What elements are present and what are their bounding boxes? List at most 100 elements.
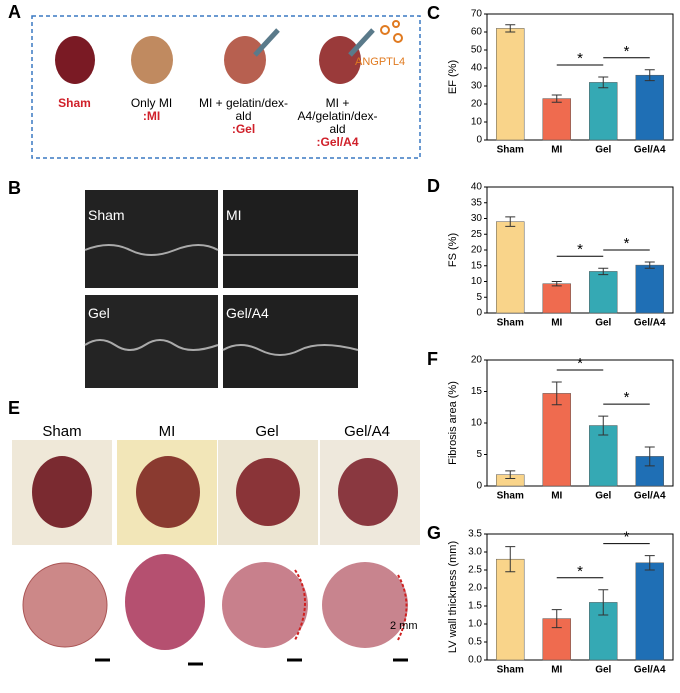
y-tick-label: 0	[476, 308, 482, 319]
bar	[635, 264, 664, 314]
error-bar	[505, 24, 516, 33]
group-name: Only MI	[130, 96, 173, 110]
syringe	[253, 28, 280, 57]
dot	[393, 33, 403, 43]
error-bar	[505, 216, 516, 227]
x-tick-label: Gel/A4	[634, 318, 666, 329]
heart	[131, 36, 173, 84]
x-tick-label: Gel	[595, 491, 611, 502]
plot-frame	[486, 533, 674, 661]
dot	[392, 20, 400, 28]
y-tick-label: 20	[471, 355, 483, 366]
group-abbr: :Gel/A4	[316, 135, 359, 149]
image-label: Gel/A4	[226, 305, 269, 321]
error-bar	[551, 609, 562, 629]
error-bar	[644, 261, 655, 269]
significance-label: *	[577, 241, 583, 258]
bar	[496, 28, 525, 141]
error-bar	[551, 281, 562, 287]
bar	[635, 74, 664, 141]
y-tick-label: 1.0	[468, 619, 482, 630]
bar	[542, 283, 571, 314]
image-area	[12, 15, 421, 666]
image-label: MI	[226, 207, 242, 223]
y-tick-label: 30	[471, 213, 483, 224]
drug-label: ANGPTL4	[355, 56, 406, 68]
column-label: Gel	[255, 423, 279, 440]
heart	[224, 36, 266, 84]
y-tick-label: 25	[471, 229, 483, 240]
x-tick-label: Sham	[497, 491, 524, 502]
x-tick-label: Gel/A4	[634, 491, 666, 502]
y-tick-label: 0	[476, 135, 482, 146]
bar	[542, 393, 571, 487]
x-tick-label: MI	[551, 145, 562, 156]
y-tick-label: 1.5	[468, 601, 482, 612]
y-tick-label: 30	[471, 81, 483, 92]
panel-a-box	[31, 15, 421, 159]
significance-label: *	[577, 50, 583, 67]
error-bar	[505, 470, 516, 479]
x-tick-label: Gel/A4	[634, 665, 666, 676]
x-tick-label: Gel	[595, 318, 611, 329]
error-bar	[505, 546, 516, 573]
y-tick-label: 2.5	[468, 565, 482, 576]
y-tick-label: 5	[476, 292, 482, 303]
significance-label: *	[624, 389, 630, 406]
y-tick-label: 0.5	[468, 637, 482, 648]
x-tick-label: MI	[551, 318, 562, 329]
panel-label: A	[8, 2, 21, 22]
y-tick-label: 40	[471, 182, 483, 193]
bar	[496, 558, 525, 661]
group-label: MI + gelatin/dex-ald:Gel	[196, 97, 291, 136]
histology	[22, 554, 408, 666]
y-axis-label: Fibrosis area (%)	[447, 381, 459, 465]
x-tick-label: Sham	[497, 145, 524, 156]
bar	[542, 98, 571, 141]
error-bar	[644, 446, 655, 467]
panel-label: C	[427, 3, 440, 23]
y-axis-label: EF (%)	[447, 60, 459, 94]
column-label: MI	[158, 423, 176, 440]
y-tick-label: 15	[471, 386, 483, 397]
x-tick-label: Sham	[497, 318, 524, 329]
panel-label: B	[8, 178, 21, 198]
bar	[589, 425, 618, 487]
y-tick-label: 10	[471, 276, 483, 287]
image-label: Gel	[88, 305, 110, 321]
image-label: Sham	[88, 207, 125, 223]
group-abbr: :MI	[142, 109, 161, 123]
x-tick-label: Gel	[595, 145, 611, 156]
syringe	[348, 28, 375, 57]
y-tick-label: 40	[471, 63, 483, 74]
significance-label: *	[624, 529, 630, 546]
group-label: Only MI:MI	[104, 97, 199, 123]
significance-label: *	[577, 563, 583, 580]
bar	[496, 221, 525, 314]
error-bar	[598, 76, 609, 89]
y-tick-label: 3.5	[468, 529, 482, 540]
group-label: Sham	[58, 96, 91, 110]
y-axis-label: LV wall thickness (mm)	[447, 541, 459, 653]
panel-label: F	[427, 349, 438, 369]
y-tick-label: 3.0	[468, 547, 482, 558]
y-tick-label: 10	[471, 117, 483, 128]
error-bar	[644, 555, 655, 571]
x-tick-label: Gel/A4	[634, 145, 666, 156]
plot-frame	[486, 13, 674, 141]
significance-label: *	[577, 355, 583, 372]
panel-label: G	[427, 523, 441, 543]
group-name: MI + A4/gelatin/dex-ald	[297, 96, 378, 136]
x-tick-label: MI	[551, 665, 562, 676]
y-tick-label: 0.0	[468, 655, 482, 666]
error-bar	[598, 589, 609, 616]
significance-label: *	[624, 235, 630, 252]
heart	[319, 36, 361, 84]
y-tick-label: 20	[471, 99, 483, 110]
bar	[589, 82, 618, 141]
dot	[380, 25, 390, 35]
error-bar	[598, 267, 609, 276]
echo-images	[84, 190, 359, 388]
y-tick-label: 70	[471, 9, 483, 20]
